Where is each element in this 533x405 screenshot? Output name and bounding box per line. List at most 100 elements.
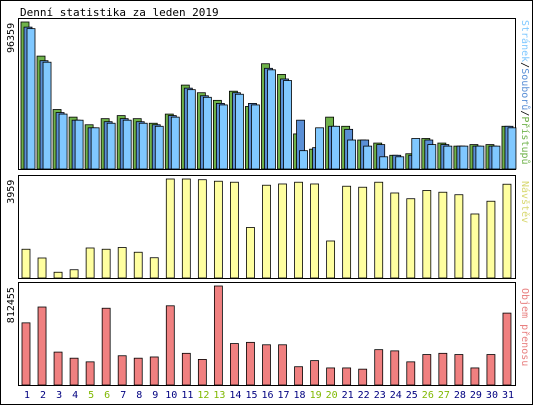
bar-pages-18 bbox=[299, 150, 308, 170]
bar-pages-27 bbox=[443, 145, 453, 170]
bar-transfer-1 bbox=[21, 322, 31, 386]
bar-pages-31 bbox=[507, 127, 517, 170]
bar-pages-7 bbox=[122, 119, 132, 170]
bar-transfer-28 bbox=[454, 354, 464, 386]
bar-visits-19 bbox=[310, 183, 319, 279]
legend-entry-1: Souborů bbox=[519, 68, 531, 110]
bar-pages-28 bbox=[459, 145, 469, 170]
bar-visits-28 bbox=[454, 194, 464, 279]
bar-transfer-20 bbox=[326, 367, 336, 386]
legend-entry-0: Přístupů bbox=[519, 116, 531, 164]
bar-transfer-22 bbox=[358, 368, 368, 386]
bar-transfer-21 bbox=[342, 367, 352, 386]
bar-pages-10 bbox=[170, 116, 180, 170]
bar-visits-6 bbox=[101, 248, 111, 279]
bar-visits-23 bbox=[374, 181, 384, 279]
bar-transfer-23 bbox=[374, 349, 384, 386]
bar-transfer-13 bbox=[213, 285, 223, 386]
x-tick-label: 17 bbox=[278, 390, 290, 401]
bar-visits-27 bbox=[438, 191, 448, 279]
bar-transfer-3 bbox=[53, 351, 63, 386]
bar-visits-20 bbox=[326, 240, 336, 279]
bar-transfer-6 bbox=[101, 307, 111, 386]
bar-visits-12 bbox=[197, 179, 207, 279]
bar-transfer-19 bbox=[310, 360, 319, 386]
bar-pages-14 bbox=[235, 93, 244, 170]
bar-transfer-27 bbox=[438, 352, 448, 386]
bar-pages-15 bbox=[251, 104, 260, 170]
bar-pages-13 bbox=[218, 104, 228, 170]
bar-pages-17 bbox=[283, 80, 292, 170]
bar-visits-24 bbox=[390, 192, 400, 279]
bar-visits-31 bbox=[502, 183, 512, 279]
legend-separator: / bbox=[519, 110, 530, 116]
x-tick-label: 22 bbox=[358, 390, 370, 401]
x-tick-label: 18 bbox=[294, 390, 306, 401]
bar-pages-5 bbox=[90, 127, 100, 170]
x-tick-label: 9 bbox=[152, 390, 158, 401]
chart-title: Denní statistika za leden 2019 bbox=[20, 6, 219, 19]
bar-pages-29 bbox=[475, 145, 485, 170]
bar-visits-8 bbox=[133, 251, 143, 279]
bar-visits-7 bbox=[117, 247, 127, 279]
bar-transfer-25 bbox=[406, 361, 416, 386]
x-tick-label: 7 bbox=[120, 390, 126, 401]
bar-visits-10 bbox=[165, 178, 175, 279]
legend-visits: Návštěv bbox=[519, 181, 531, 223]
bar-transfer-8 bbox=[133, 357, 143, 386]
legend-entry-2: Stránek bbox=[519, 20, 531, 62]
bar-pages-24 bbox=[395, 156, 405, 170]
legend-hits-files-pages: Stránek/Souborů/Přístupů bbox=[519, 20, 531, 165]
bar-pages-16 bbox=[267, 69, 276, 170]
bar-pages-19 bbox=[315, 127, 324, 170]
x-tick-label: 5 bbox=[88, 390, 94, 401]
x-tick-label: 3 bbox=[56, 390, 62, 401]
bar-transfer-12 bbox=[197, 359, 207, 386]
x-tick-label: 31 bbox=[502, 390, 514, 401]
bar-transfer-29 bbox=[470, 367, 480, 386]
bar-pages-8 bbox=[138, 122, 148, 170]
bar-visits-2 bbox=[37, 257, 47, 279]
bar-transfer-16 bbox=[262, 344, 271, 386]
bar-visits-17 bbox=[278, 183, 287, 279]
y-max-label: 96359 bbox=[6, 23, 17, 53]
bar-visits-16 bbox=[262, 184, 271, 279]
x-tick-label: 10 bbox=[165, 390, 177, 401]
bar-visits-9 bbox=[149, 257, 159, 279]
bar-transfer-11 bbox=[181, 352, 191, 386]
x-tick-label: 23 bbox=[374, 390, 386, 401]
bar-visits-26 bbox=[422, 190, 432, 279]
bar-pages-6 bbox=[106, 122, 116, 170]
bar-pages-23 bbox=[379, 156, 389, 170]
bar-pages-26 bbox=[427, 144, 437, 170]
bar-pages-21 bbox=[347, 139, 357, 170]
x-tick-label: 28 bbox=[454, 390, 466, 401]
bar-visits-18 bbox=[294, 181, 303, 279]
legend-transfer: Objem přenosu bbox=[519, 288, 531, 366]
bar-transfer-14 bbox=[230, 343, 239, 386]
x-tick-label: 27 bbox=[438, 390, 450, 401]
bar-transfer-9 bbox=[149, 356, 159, 386]
bar-pages-3 bbox=[58, 113, 68, 170]
x-tick-label: 16 bbox=[261, 390, 273, 401]
x-tick-label: 24 bbox=[390, 390, 402, 401]
bar-visits-13 bbox=[213, 180, 223, 279]
x-tick-label: 1 bbox=[24, 390, 30, 401]
bar-pages-2 bbox=[42, 61, 52, 170]
x-tick-label: 14 bbox=[229, 390, 241, 401]
y-max-label: 3959 bbox=[6, 180, 17, 204]
x-tick-label: 30 bbox=[486, 390, 498, 401]
bar-transfer-31 bbox=[502, 312, 512, 386]
x-tick-label: 2 bbox=[40, 390, 46, 401]
bar-transfer-26 bbox=[422, 354, 432, 386]
bar-transfer-4 bbox=[69, 357, 79, 386]
bar-transfer-2 bbox=[37, 306, 47, 386]
x-tick-label: 12 bbox=[197, 390, 209, 401]
bar-visits-1 bbox=[21, 248, 31, 279]
panel-hits-files-pages: 96359 Stránek/Souborů/Přístupů bbox=[6, 18, 531, 170]
x-tick-label: 19 bbox=[310, 390, 322, 401]
bar-visits-4 bbox=[69, 269, 79, 279]
bar-pages-4 bbox=[74, 119, 84, 170]
bar-pages-1 bbox=[26, 28, 36, 170]
